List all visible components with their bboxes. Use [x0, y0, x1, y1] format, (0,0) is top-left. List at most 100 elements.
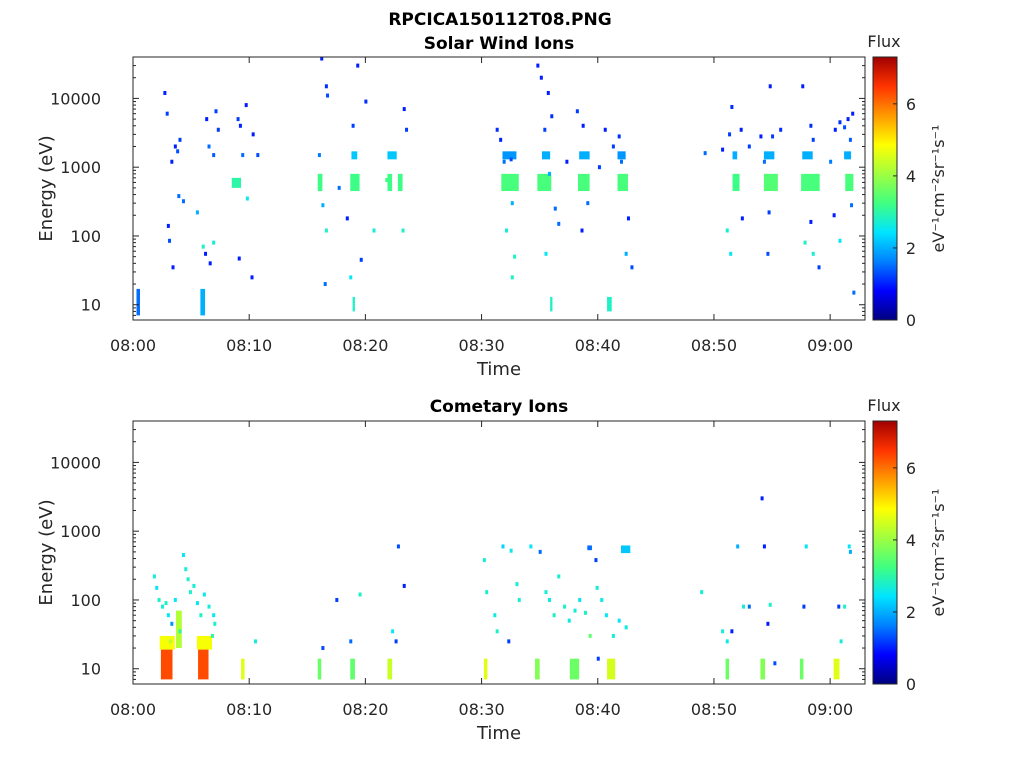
x-tick-label: 08:30	[459, 336, 505, 355]
flux-point	[596, 656, 600, 661]
flux-point	[832, 213, 836, 218]
flux-point	[186, 577, 190, 582]
flux-patch	[845, 173, 854, 192]
flux-point	[557, 574, 561, 579]
flux-point	[547, 171, 551, 176]
flux-point	[768, 602, 772, 607]
flux-patch	[617, 173, 628, 192]
flux-patch	[799, 658, 804, 680]
flux-patch	[160, 649, 173, 680]
flux-point	[181, 553, 185, 558]
flux-point	[358, 592, 362, 597]
flux-point	[164, 601, 168, 606]
colorbar-tick-label: 4	[906, 531, 916, 550]
flux-point	[803, 240, 807, 245]
flux-point	[401, 228, 405, 233]
flux-point	[736, 544, 740, 549]
flux-point	[611, 633, 615, 638]
figure-title: RPCICA150112T08.PNG	[388, 10, 611, 30]
flux-point	[166, 613, 170, 618]
flux-point	[852, 290, 856, 295]
flux-point	[157, 597, 161, 602]
flux-point	[588, 633, 592, 638]
flux-point	[597, 165, 601, 170]
flux-point	[603, 127, 607, 132]
flux-point	[173, 144, 177, 149]
flux-patch	[844, 151, 852, 160]
flux-point	[721, 147, 725, 152]
flux-point	[244, 103, 248, 108]
axes-box	[132, 56, 866, 321]
flux-point	[546, 90, 550, 95]
y-axis-label: Energy (eV)	[36, 135, 57, 241]
colorbar-tick-label: 0	[906, 311, 916, 330]
flux-patch	[351, 151, 358, 160]
flux-point	[188, 590, 192, 595]
flux-point	[507, 639, 511, 644]
flux-point	[212, 613, 216, 618]
flux-patch	[607, 658, 616, 680]
colorbar-tick-label: 6	[906, 95, 916, 114]
flux-point	[779, 127, 783, 132]
colorbar-tick-label: 6	[906, 459, 916, 478]
flux-point	[829, 159, 833, 164]
colorbar	[872, 420, 898, 685]
flux-point	[850, 203, 854, 208]
colorbar-title: Flux	[867, 32, 900, 51]
flux-patch	[397, 173, 403, 192]
y-tick-label: 100	[70, 591, 101, 610]
flux-point	[538, 549, 542, 554]
flux-point	[324, 84, 328, 89]
x-axis-label: Time	[476, 723, 521, 744]
colorbar-title: Flux	[867, 396, 900, 415]
flux-patch	[387, 151, 397, 160]
flux-point	[349, 639, 353, 644]
flux-point	[550, 114, 554, 119]
y-tick-label: 1000	[60, 522, 101, 541]
flux-point	[238, 123, 242, 128]
flux-point	[811, 137, 815, 142]
flux-point	[320, 56, 324, 61]
flux-point	[356, 63, 360, 68]
flux-point	[177, 194, 181, 199]
flux-point	[324, 228, 328, 233]
flux-point	[499, 137, 503, 142]
flux-point	[851, 111, 855, 116]
flux-patch	[569, 658, 580, 680]
flux-point	[547, 597, 551, 602]
flux-point	[510, 275, 514, 280]
flux-point	[766, 251, 770, 256]
flux-point	[586, 201, 590, 206]
flux-point	[335, 597, 339, 602]
flux-patch	[833, 658, 840, 680]
flux-point	[617, 618, 621, 623]
flux-point	[600, 597, 604, 602]
flux-point	[624, 251, 628, 256]
flux-point	[742, 604, 745, 609]
flux-patch	[801, 173, 820, 192]
flux-patch	[732, 173, 740, 192]
flux-point	[583, 610, 587, 615]
flux-point	[543, 127, 547, 132]
flux-point	[833, 127, 837, 132]
flux-point	[155, 585, 159, 590]
flux-point	[394, 639, 398, 644]
flux-patch	[579, 151, 590, 160]
flux-point	[700, 590, 704, 595]
flux-point	[578, 597, 582, 602]
flux-point	[396, 544, 400, 549]
x-tick-label: 08:40	[575, 336, 621, 355]
flux-point	[170, 159, 174, 164]
x-tick-label: 09:00	[807, 336, 853, 355]
flux-patch	[231, 177, 242, 188]
flux-point	[402, 583, 406, 588]
flux-point	[208, 261, 212, 266]
flux-point	[485, 590, 489, 595]
flux-point	[848, 137, 852, 142]
flux-point	[838, 120, 842, 125]
flux-point	[620, 159, 623, 164]
flux-patch	[317, 173, 323, 192]
flux-point	[847, 544, 851, 549]
flux-patch	[535, 658, 540, 680]
cometary-panel: 08:00 08:10 08:20 08:30 08:40 08:50 09:00 10 100…	[36, 396, 948, 744]
